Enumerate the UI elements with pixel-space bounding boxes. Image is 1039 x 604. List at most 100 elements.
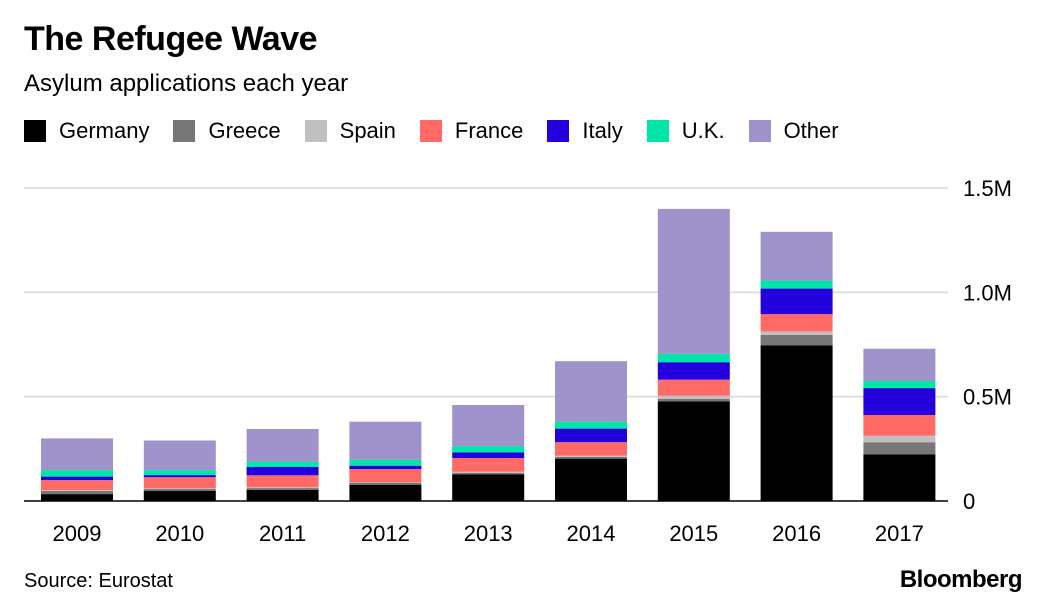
bar-segment-spain-2011 bbox=[246, 487, 319, 488]
x-tick-label: 2010 bbox=[155, 521, 204, 546]
bar-segment-italy-2011 bbox=[246, 467, 319, 476]
legend-label: U.K. bbox=[681, 118, 725, 143]
x-tick-label: 2017 bbox=[875, 521, 924, 546]
bar-segment-greece-2011 bbox=[246, 488, 319, 490]
bar-segment-germany-2013 bbox=[452, 474, 525, 501]
bar-segment-italy-2012 bbox=[349, 465, 422, 470]
bar-segment-italy-2015 bbox=[657, 362, 730, 380]
legend-item-other: Other bbox=[748, 118, 839, 144]
bar-segment-other-2017 bbox=[863, 348, 936, 381]
bar-segment-other-2009 bbox=[41, 438, 113, 471]
bar-segment-greece-2009 bbox=[41, 490, 113, 495]
bar-segment-u-k-2009 bbox=[41, 470, 113, 477]
legend-item-u-k: U.K. bbox=[646, 118, 725, 144]
x-tick-label: 2013 bbox=[464, 521, 513, 546]
bar-segment-spain-2017 bbox=[863, 435, 936, 443]
legend-item-italy: Italy bbox=[547, 118, 623, 144]
bar-segment-germany-2010 bbox=[143, 491, 216, 501]
bar-segment-u-k-2016 bbox=[760, 280, 833, 289]
bar-segment-germany-2009 bbox=[41, 494, 113, 501]
legend-item-greece: Greece bbox=[173, 118, 281, 144]
legend-swatch bbox=[547, 120, 570, 142]
bar-segment-u-k-2012 bbox=[349, 459, 422, 466]
bar-segment-spain-2014 bbox=[555, 455, 627, 457]
bar-segment-france-2015 bbox=[657, 379, 730, 396]
bar-segment-other-2016 bbox=[760, 231, 833, 281]
x-tick-label: 2014 bbox=[567, 521, 616, 546]
bar-segment-spain-2013 bbox=[452, 471, 525, 473]
y-tick-label: 1.5M bbox=[963, 176, 1012, 201]
legend-swatch bbox=[419, 120, 442, 142]
y-tick-label: 1.0M bbox=[963, 280, 1012, 305]
bar-segment-spain-2016 bbox=[760, 331, 833, 335]
y-tick-label: 0 bbox=[963, 489, 975, 514]
bar-segment-france-2009 bbox=[41, 480, 113, 491]
bar-segment-other-2010 bbox=[143, 440, 216, 471]
legend: Germany Greece Spain France Italy U.K. Other bbox=[24, 118, 863, 144]
legend-label: Germany bbox=[59, 118, 150, 143]
bar-segment-other-2011 bbox=[246, 429, 319, 462]
bar-segment-germany-2017 bbox=[863, 454, 936, 501]
bar-segment-u-k-2010 bbox=[143, 470, 216, 476]
legend-swatch bbox=[646, 120, 669, 142]
bar-segment-italy-2014 bbox=[555, 428, 627, 443]
bloomberg-logo: Bloomberg bbox=[899, 566, 1023, 593]
x-tick-label: 2011 bbox=[259, 521, 306, 546]
bar-segment-germany-2011 bbox=[246, 489, 319, 501]
bar-segment-france-2010 bbox=[143, 477, 216, 489]
bar-segment-italy-2010 bbox=[143, 475, 216, 478]
bar-segment-france-2011 bbox=[246, 475, 319, 488]
x-tick-label: 2015 bbox=[669, 521, 718, 546]
source-note: Source: Eurostat bbox=[24, 570, 173, 592]
bar-segment-france-2012 bbox=[349, 469, 422, 482]
legend-label: Spain bbox=[339, 118, 396, 143]
bar-segment-spain-2012 bbox=[349, 482, 422, 483]
bar-segment-greece-2010 bbox=[143, 488, 216, 491]
bar-segment-italy-2009 bbox=[41, 476, 113, 481]
legend-label: Greece bbox=[208, 118, 281, 143]
bar-segment-u-k-2015 bbox=[657, 353, 730, 363]
bar-segment-other-2014 bbox=[555, 361, 627, 422]
bar-segment-u-k-2014 bbox=[555, 421, 627, 429]
bar-segment-other-2013 bbox=[452, 405, 525, 447]
legend-label: France bbox=[454, 118, 524, 143]
legend-item-germany: Germany bbox=[24, 118, 149, 144]
bar-segment-germany-2012 bbox=[349, 484, 422, 501]
bar-segment-france-2017 bbox=[863, 415, 936, 436]
legend-item-spain: Spain bbox=[304, 118, 396, 144]
legend-swatch bbox=[304, 120, 327, 142]
chart-title: The Refugee Wave bbox=[24, 20, 318, 58]
bar-segment-france-2014 bbox=[555, 442, 627, 456]
legend-swatch bbox=[24, 120, 46, 142]
bar-segment-u-k-2013 bbox=[452, 446, 525, 453]
bar-segment-greece-2012 bbox=[349, 482, 422, 485]
bar-segment-greece-2016 bbox=[760, 334, 833, 346]
x-tick-label: 2012 bbox=[361, 521, 410, 546]
x-tick-label: 2016 bbox=[772, 521, 821, 546]
legend-item-france: France bbox=[419, 118, 524, 144]
bar-segment-greece-2013 bbox=[452, 472, 525, 475]
bar-segment-other-2015 bbox=[657, 208, 730, 354]
bar-segment-greece-2017 bbox=[863, 442, 936, 455]
bar-segment-greece-2015 bbox=[657, 398, 730, 402]
chart-subtitle: Asylum applications each year bbox=[24, 70, 349, 97]
bar-segment-germany-2014 bbox=[555, 458, 627, 501]
bar-segment-france-2016 bbox=[760, 314, 833, 332]
bar-segment-italy-2017 bbox=[863, 388, 936, 415]
bar-segment-germany-2015 bbox=[657, 401, 730, 501]
legend-swatch bbox=[173, 120, 196, 142]
bar-segment-u-k-2011 bbox=[246, 461, 319, 467]
y-tick-label: 0.5M bbox=[963, 385, 1012, 410]
bar-segment-germany-2016 bbox=[760, 345, 833, 501]
x-tick-label: 2009 bbox=[53, 521, 102, 546]
bar-segment-other-2012 bbox=[349, 421, 422, 460]
bar-segment-italy-2016 bbox=[760, 288, 833, 315]
bar-segment-greece-2014 bbox=[555, 456, 627, 459]
bar-segment-spain-2015 bbox=[657, 395, 730, 399]
bar-segment-u-k-2017 bbox=[863, 381, 936, 389]
bar-segment-france-2013 bbox=[452, 458, 525, 472]
bar-segment-spain-2010 bbox=[143, 488, 216, 489]
legend-label: Other bbox=[783, 118, 839, 143]
bar-segment-spain-2009 bbox=[41, 490, 113, 491]
